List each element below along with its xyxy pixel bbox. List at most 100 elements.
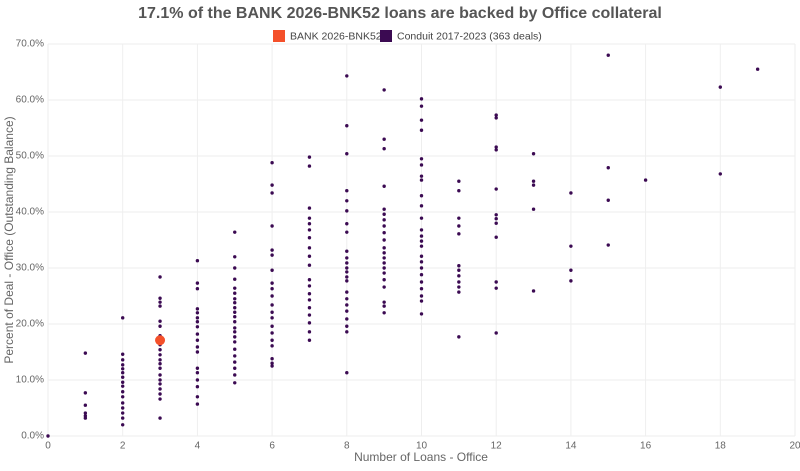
point — [121, 411, 125, 415]
point — [270, 331, 274, 335]
point — [121, 371, 125, 375]
point — [195, 371, 200, 375]
point — [233, 286, 237, 290]
point — [419, 312, 424, 316]
point — [121, 316, 125, 320]
y-tick-label: 0.0% — [21, 431, 44, 442]
y-axis-title: Percent of Deal - Office (Outstanding Ba… — [2, 116, 16, 363]
point — [382, 300, 386, 304]
point — [457, 274, 461, 278]
point — [233, 347, 237, 351]
point — [121, 352, 125, 356]
point — [158, 387, 162, 391]
point — [307, 236, 312, 240]
point — [233, 291, 237, 295]
point — [158, 319, 162, 323]
point — [121, 406, 125, 410]
point — [345, 317, 349, 321]
legend-label: Conduit 2017-2023 (363 deals) — [397, 30, 542, 42]
point — [345, 124, 349, 128]
point — [121, 363, 125, 367]
point — [195, 350, 200, 354]
legend-swatch — [273, 30, 285, 42]
point — [121, 390, 125, 394]
point — [307, 292, 312, 296]
point — [382, 271, 386, 275]
point — [419, 294, 424, 298]
point — [382, 218, 386, 222]
point — [270, 303, 274, 307]
x-tick-label: 14 — [565, 441, 577, 452]
point — [158, 373, 162, 377]
point — [307, 246, 312, 250]
point — [345, 189, 349, 193]
point — [233, 255, 237, 259]
point — [270, 364, 274, 368]
point — [382, 251, 386, 255]
x-tick-label: 2 — [120, 441, 126, 452]
point — [270, 344, 274, 348]
point — [345, 74, 349, 78]
point — [270, 224, 274, 228]
x-tick-label: 0 — [45, 441, 51, 452]
point — [382, 212, 386, 216]
point — [382, 246, 386, 250]
point — [158, 348, 162, 352]
point — [494, 113, 498, 117]
point — [83, 411, 88, 415]
point — [419, 194, 424, 198]
point — [419, 216, 424, 220]
point — [419, 157, 424, 161]
point — [46, 434, 50, 438]
point — [158, 353, 162, 357]
point — [419, 97, 424, 101]
point — [307, 306, 312, 310]
point — [457, 179, 461, 183]
point — [382, 311, 386, 315]
point — [569, 279, 573, 283]
point — [195, 366, 200, 370]
point — [307, 254, 312, 258]
point — [606, 166, 610, 170]
highlight-point — [155, 335, 166, 346]
point — [382, 238, 386, 242]
point — [531, 152, 536, 156]
point — [158, 416, 162, 420]
point — [307, 263, 312, 267]
point — [419, 118, 424, 122]
point — [382, 88, 386, 92]
point — [718, 85, 722, 89]
point — [195, 287, 200, 291]
point — [233, 230, 237, 234]
y-tick-label: 40.0% — [16, 207, 44, 218]
point — [195, 332, 200, 336]
point — [569, 244, 573, 248]
point — [121, 416, 125, 420]
point — [345, 261, 349, 265]
point — [233, 360, 237, 364]
point — [270, 294, 274, 298]
point — [307, 164, 312, 168]
point — [270, 268, 274, 272]
point — [382, 224, 386, 228]
point — [270, 338, 274, 342]
point — [382, 137, 386, 141]
point — [419, 244, 424, 248]
point — [345, 324, 349, 328]
point — [270, 161, 274, 165]
point — [419, 280, 424, 284]
point — [419, 104, 424, 108]
point — [419, 174, 424, 178]
point — [158, 397, 162, 401]
point — [457, 264, 461, 268]
point — [419, 234, 424, 238]
point — [457, 232, 461, 236]
point — [457, 285, 461, 289]
point — [606, 198, 610, 202]
point — [643, 178, 648, 182]
point — [270, 324, 274, 328]
point — [121, 358, 125, 362]
point — [195, 402, 200, 406]
point — [270, 287, 274, 291]
point — [494, 187, 498, 191]
